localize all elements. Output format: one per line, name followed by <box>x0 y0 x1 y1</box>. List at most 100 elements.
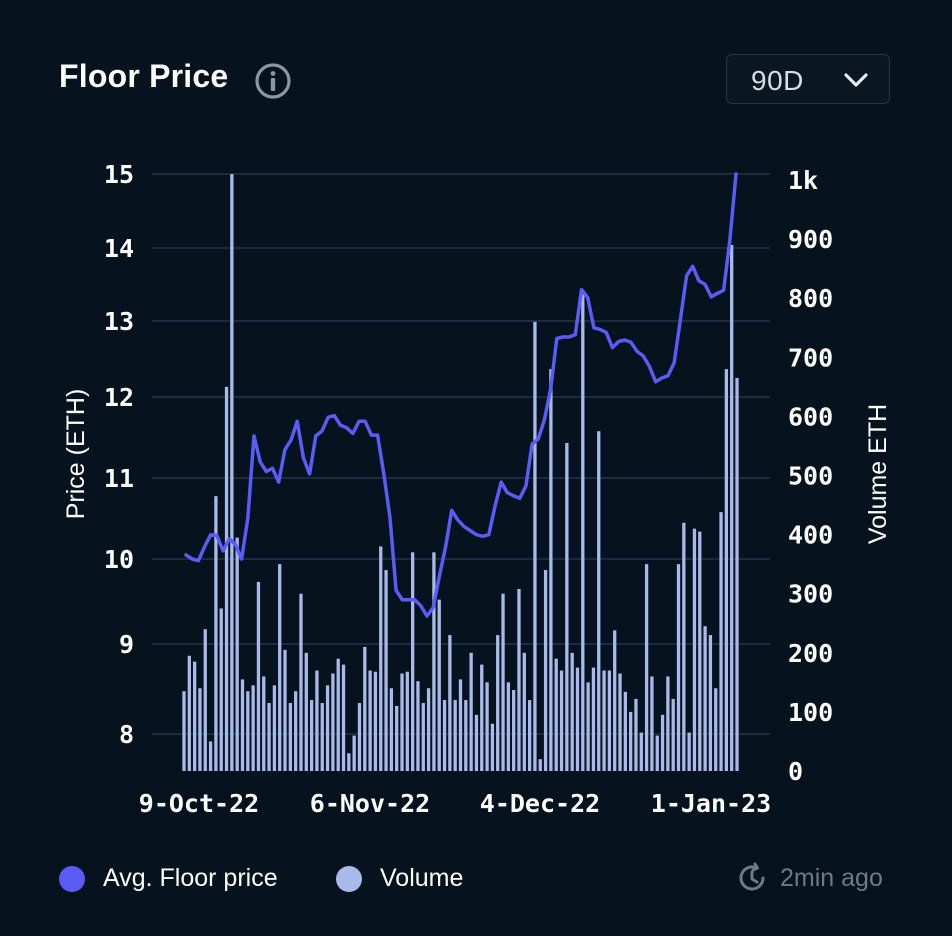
volume-bar <box>549 369 553 771</box>
volume-bar <box>698 531 702 771</box>
volume-bar <box>639 732 643 771</box>
legend-price-label: Avg. Floor price <box>103 864 278 892</box>
volume-bar <box>448 635 452 771</box>
volume-bar <box>591 667 596 771</box>
volume-bar <box>187 655 191 771</box>
volume-tick-label: 0 <box>788 757 803 786</box>
price-tick-label: 14 <box>104 234 134 263</box>
volume-bar <box>304 652 308 771</box>
volume-bar <box>522 652 526 771</box>
volume-bar <box>325 685 330 771</box>
volume-bar <box>336 658 340 771</box>
volume-bar <box>373 671 378 771</box>
x-tick-label: 9-Oct-22 <box>139 789 259 818</box>
volume-bar <box>533 321 537 771</box>
volume-bar <box>575 667 580 771</box>
volume-bar <box>203 629 207 771</box>
volume-bar <box>421 703 425 771</box>
volume-bar <box>629 711 633 771</box>
legend-item-volume[interactable]: Volume <box>336 864 463 893</box>
updated-text: 2min ago <box>780 863 883 892</box>
volume-bar <box>469 652 473 771</box>
volume-bar <box>405 671 409 771</box>
volume-bar <box>214 496 218 771</box>
volume-bar <box>517 588 521 771</box>
volume-bar <box>331 673 335 771</box>
volume-bar <box>416 681 420 771</box>
legend-volume-label: Volume <box>380 864 464 892</box>
price-tick-label: 11 <box>104 464 134 493</box>
volume-tick-label: 700 <box>788 343 833 372</box>
volume-tick-label: 400 <box>788 521 833 550</box>
clock-refresh-icon <box>739 862 765 891</box>
volume-bar <box>687 732 691 771</box>
volume-bar <box>581 292 585 771</box>
price-tick-label: 13 <box>104 307 134 336</box>
volume-bar <box>219 608 223 771</box>
volume-bar <box>692 528 697 771</box>
volume-bar <box>379 546 383 771</box>
x-tick-label: 6-Nov-22 <box>310 789 430 818</box>
volume-bar <box>294 691 298 771</box>
x-tick-label: 1-Jan-23 <box>651 789 771 818</box>
volume-bar <box>597 431 601 771</box>
volume-bar <box>315 670 319 771</box>
volume-bar <box>613 630 617 771</box>
chevron-down-icon <box>844 73 868 87</box>
volume-bar <box>235 537 239 771</box>
volume-bar <box>485 682 489 771</box>
page-title: Floor Price <box>59 58 229 94</box>
volume-bar <box>554 658 558 771</box>
volume-bar <box>426 688 431 771</box>
volume-bar <box>538 759 542 771</box>
floor-price-chart: 15 14 13 12 11 10 9 8 1k 900 800 700 600 500 400 300 200… <box>62 160 892 818</box>
volume-bar <box>251 685 255 771</box>
info-icon[interactable] <box>254 62 292 100</box>
volume-bar <box>400 673 404 771</box>
volume-bar <box>719 512 723 771</box>
volume-tick-label: 200 <box>788 639 833 668</box>
volume-bar <box>618 673 622 771</box>
volume-bar <box>182 691 186 771</box>
volume-bar <box>464 700 468 771</box>
legend-item-price[interactable]: Avg. Floor price <box>59 864 278 893</box>
volume-bar <box>666 676 670 771</box>
volume-bar <box>703 626 707 771</box>
volume-tick-label: 800 <box>788 284 833 313</box>
volume-bar <box>602 670 606 771</box>
volume-bar <box>660 714 665 771</box>
legend-price-swatch <box>59 865 85 892</box>
volume-bar <box>192 661 197 771</box>
volume-bar <box>644 564 649 771</box>
volume-bar <box>650 676 654 771</box>
price-tick-label: 8 <box>119 720 134 749</box>
volume-bar <box>262 676 266 771</box>
volume-bar <box>411 552 415 771</box>
range-dropdown[interactable]: 90D <box>726 54 890 104</box>
volume-bar <box>623 691 627 771</box>
volume-bar <box>676 564 681 771</box>
volume-bar <box>735 377 739 771</box>
volume-bar <box>363 646 367 771</box>
range-label: 90D <box>751 65 804 96</box>
volume-bar <box>708 635 713 771</box>
volume-bar <box>272 685 277 771</box>
volume-bar <box>309 700 314 771</box>
volume-bar <box>246 691 250 771</box>
price-tick-label: 15 <box>104 160 134 189</box>
volume-bar <box>347 753 351 771</box>
volume-bar <box>655 735 659 771</box>
volume-tick-label: 300 <box>788 580 833 609</box>
volume-bar <box>368 670 372 771</box>
volume-bar <box>671 698 675 771</box>
volume-bar <box>730 245 734 771</box>
volume-bar <box>283 649 287 771</box>
volume-bar <box>384 570 388 771</box>
price-tick-label: 12 <box>104 383 134 412</box>
volume-bar <box>299 593 303 771</box>
volume-bar <box>565 443 569 771</box>
volume-bar <box>341 664 346 771</box>
volume-bar <box>501 593 505 771</box>
volume-bar <box>267 703 271 771</box>
